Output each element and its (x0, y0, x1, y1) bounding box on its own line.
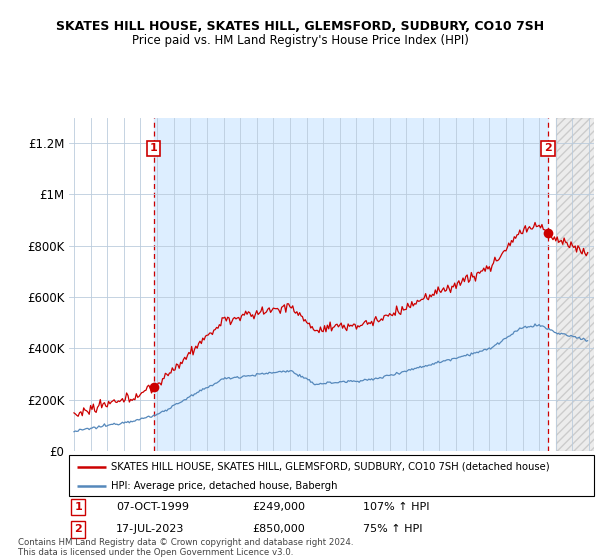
Text: £850,000: £850,000 (253, 525, 305, 534)
Text: Contains HM Land Registry data © Crown copyright and database right 2024.
This d: Contains HM Land Registry data © Crown c… (18, 538, 353, 557)
Text: 75% ↑ HPI: 75% ↑ HPI (363, 525, 422, 534)
Text: 107% ↑ HPI: 107% ↑ HPI (363, 502, 430, 512)
Text: SKATES HILL HOUSE, SKATES HILL, GLEMSFORD, SUDBURY, CO10 7SH (detached house): SKATES HILL HOUSE, SKATES HILL, GLEMSFOR… (111, 461, 550, 472)
Bar (556, 118, 600, 451)
Text: 1: 1 (74, 502, 82, 512)
Text: HPI: Average price, detached house, Babergh: HPI: Average price, detached house, Babe… (111, 480, 337, 491)
Text: 2: 2 (544, 143, 552, 153)
Text: 07-OCT-1999: 07-OCT-1999 (116, 502, 189, 512)
Text: 1: 1 (149, 143, 157, 153)
Bar (556, 118, 600, 451)
FancyBboxPatch shape (69, 455, 594, 496)
Text: 17-JUL-2023: 17-JUL-2023 (116, 525, 185, 534)
Text: £249,000: £249,000 (253, 502, 306, 512)
Bar (154, 118, 548, 451)
Text: Price paid vs. HM Land Registry's House Price Index (HPI): Price paid vs. HM Land Registry's House … (131, 34, 469, 46)
Text: 2: 2 (74, 525, 82, 534)
Text: SKATES HILL HOUSE, SKATES HILL, GLEMSFORD, SUDBURY, CO10 7SH: SKATES HILL HOUSE, SKATES HILL, GLEMSFOR… (56, 20, 544, 32)
